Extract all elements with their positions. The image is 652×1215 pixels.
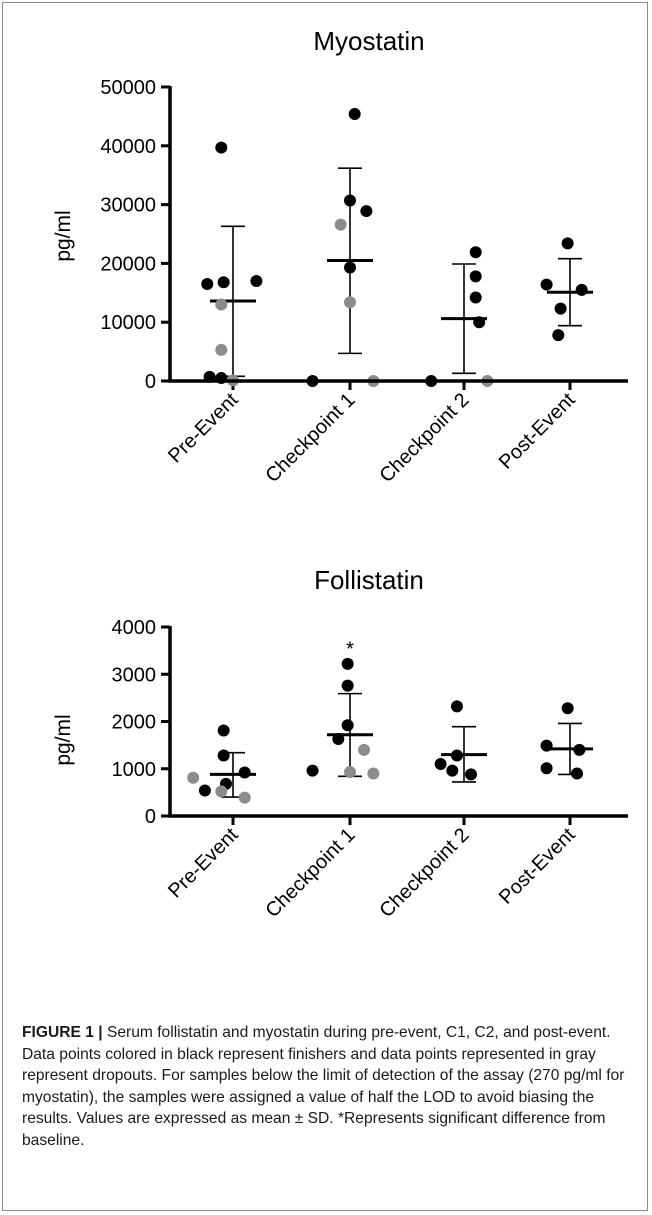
- finisher-point: [561, 237, 574, 250]
- finisher-point: [215, 141, 228, 154]
- finisher-point: [561, 702, 574, 715]
- finisher-point: [552, 329, 565, 342]
- finisher-point: [360, 205, 373, 218]
- y-tick-label: 2000: [112, 712, 157, 734]
- y-axis-label: pg/ml: [52, 210, 75, 261]
- y-tick-label: 20000: [100, 253, 156, 275]
- finisher-point: [341, 657, 354, 670]
- finisher-point: [434, 758, 447, 771]
- finisher-point: [450, 749, 463, 762]
- finisher-point: [554, 302, 567, 315]
- dropout-point: [367, 767, 380, 780]
- finisher-point: [571, 767, 584, 780]
- finisher-point: [473, 316, 486, 329]
- y-tick-label: 50000: [100, 77, 156, 99]
- x-tick-label: Post-Event: [495, 389, 580, 474]
- finisher-point: [341, 719, 354, 732]
- finisher-point: [344, 261, 356, 274]
- finisher-point: [238, 766, 251, 779]
- finisher-point: [540, 278, 553, 291]
- caption-text: Serum follistatin and myostatin during p…: [22, 1024, 625, 1149]
- x-tick-label: Pre-Event: [164, 389, 243, 468]
- dropout-point: [344, 766, 356, 779]
- caption-label: FIGURE 1 |: [22, 1024, 103, 1041]
- x-tick-label: Post-Event: [495, 824, 580, 909]
- finisher-point: [332, 732, 345, 745]
- finisher-point: [469, 270, 482, 283]
- x-tick-label: Pre-Event: [164, 824, 243, 903]
- myostatin-chart: Myostatin pg/ml 0 10000 20000 30000 40000 500…: [52, 26, 628, 487]
- y-tick-label: 0: [145, 371, 156, 393]
- dropout-point: [215, 298, 228, 311]
- significance-marker: *: [346, 639, 354, 661]
- dropout-point: [334, 218, 347, 231]
- y-axis-label: pg/ml: [52, 714, 75, 765]
- dropout-point: [215, 343, 228, 356]
- y-tick-label: 40000: [100, 136, 156, 158]
- y-tick-label: 1000: [112, 759, 157, 781]
- finisher-point: [341, 679, 354, 692]
- finisher-point: [217, 276, 230, 289]
- finisher-point: [575, 283, 588, 296]
- finisher-point: [217, 749, 230, 762]
- figure-caption: FIGURE 1 | Serum follistatin and myostat…: [22, 1022, 634, 1151]
- finisher-point: [450, 700, 463, 713]
- finisher-point: [348, 108, 361, 121]
- finisher-point: [306, 764, 319, 777]
- finisher-point: [540, 762, 553, 775]
- finisher-point: [201, 277, 214, 290]
- dropout-point: [358, 743, 371, 756]
- y-tick-label: 3000: [112, 664, 157, 686]
- dropout-point: [215, 785, 228, 798]
- finisher-point: [465, 768, 478, 781]
- y-tick-label: 30000: [100, 195, 156, 217]
- chart-title: Myostatin: [313, 26, 424, 56]
- follistatin-chart: Follistatin pg/ml 0 1000 2000 3000 4000 * Pr…: [52, 565, 628, 922]
- x-tick-label: Checkpoint 1: [261, 389, 359, 487]
- y-tick-label: 4000: [112, 617, 157, 639]
- dropout-point: [238, 791, 251, 804]
- chart-title: Follistatin: [314, 565, 424, 595]
- y-tick-label: 0: [145, 806, 156, 828]
- finisher-point: [198, 784, 211, 797]
- x-tick-label: Checkpoint 2: [375, 824, 473, 922]
- finisher-point: [469, 246, 482, 259]
- x-tick-label: Checkpoint 2: [375, 389, 473, 487]
- finisher-point: [217, 724, 230, 737]
- dropout-point: [187, 771, 200, 784]
- finisher-point: [250, 275, 263, 288]
- finisher-point: [344, 194, 356, 207]
- y-tick-label: 10000: [100, 312, 156, 334]
- finisher-point: [446, 764, 459, 777]
- finisher-point: [573, 743, 586, 756]
- finisher-point: [540, 739, 553, 752]
- dropout-point: [344, 296, 356, 309]
- x-tick-label: Checkpoint 1: [261, 824, 359, 922]
- finisher-point: [469, 291, 482, 304]
